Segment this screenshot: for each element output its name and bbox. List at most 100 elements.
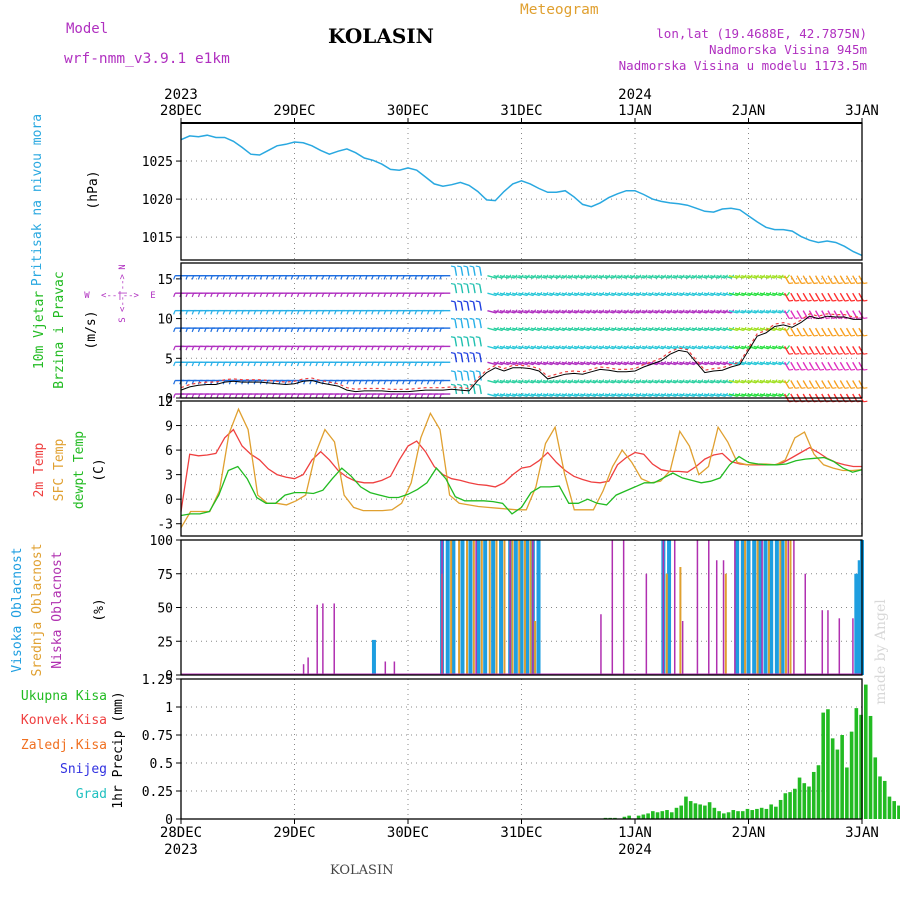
- cloud-low-bar: [673, 540, 676, 675]
- wind-barb: [642, 379, 652, 384]
- wind-barb: [518, 275, 528, 279]
- wind-barb-flag: [457, 300, 462, 303]
- wind-barb: [716, 327, 726, 332]
- precip-bar: [712, 807, 717, 819]
- wind-barb-flag: [222, 292, 226, 298]
- wind-barb: [685, 345, 695, 350]
- precip-bar: [636, 815, 641, 819]
- wind-barb: [654, 345, 664, 350]
- wind-barb-flag: [346, 393, 350, 398]
- wind-barb-flag: [222, 327, 226, 333]
- wind-barb-flag: [327, 327, 331, 333]
- wind-barb-flag: [857, 299, 862, 302]
- wind-barb: [611, 379, 621, 384]
- cloud-high-bar: [499, 540, 504, 675]
- wind-barb-flag: [786, 379, 790, 384]
- wind-barb: [542, 292, 553, 297]
- wind-barb: [722, 393, 732, 398]
- wind-barb: [573, 345, 583, 350]
- wind-barb: [703, 309, 714, 314]
- wind-barb: [623, 361, 633, 366]
- wind-barb: [697, 275, 707, 279]
- cloud-high-bar: [857, 560, 862, 675]
- wind-barb-flag: [433, 327, 436, 333]
- wind-barb: [747, 292, 757, 297]
- wind-barb: [802, 310, 809, 319]
- wind-barb: [821, 380, 827, 389]
- wind-barb-flag: [222, 310, 226, 315]
- wind-barb: [629, 361, 639, 366]
- wind-barb: [728, 327, 738, 332]
- y-tick-label: 50: [157, 602, 173, 617]
- wind-barb-flag: [296, 362, 300, 367]
- y-tick-label: 0: [165, 392, 173, 407]
- wind-barb-flag: [346, 310, 350, 315]
- cloud-high-bar: [735, 540, 740, 675]
- wind-barb: [561, 361, 571, 366]
- wind-barb-flag: [832, 317, 837, 320]
- wind-barb: [530, 345, 540, 350]
- wind-barb: [493, 309, 503, 314]
- wind-barb-flag: [284, 346, 288, 351]
- wind-barb-flag: [844, 368, 849, 371]
- wind-barb-flag: [795, 282, 800, 285]
- wind-barb-flag: [247, 292, 250, 298]
- wind-barb: [611, 327, 621, 332]
- wind-barb: [753, 379, 763, 384]
- wind-barb: [784, 361, 790, 371]
- wind-barb: [802, 275, 809, 284]
- wind-barb: [592, 345, 602, 350]
- wind-barb-flag: [247, 346, 250, 351]
- wind-barb: [617, 379, 627, 384]
- wind-barb: [499, 393, 509, 398]
- wind-barb-flag: [395, 327, 399, 333]
- wind-barb: [858, 327, 865, 337]
- wind-barb: [839, 275, 846, 284]
- wind-barb: [611, 275, 621, 279]
- wind-barb-flag: [228, 362, 232, 367]
- wind-barb: [845, 361, 852, 371]
- wind-barb: [642, 393, 652, 398]
- wind-barb: [728, 393, 738, 398]
- wind-barb-flag: [433, 393, 436, 398]
- wind-barb: [512, 393, 522, 398]
- wind-barb: [716, 379, 726, 384]
- wind-barb: [561, 345, 571, 350]
- y-tick-label: 12: [157, 395, 173, 410]
- wind-barb: [660, 309, 670, 314]
- wind-barb: [472, 371, 476, 381]
- wind-barb-flag: [475, 265, 480, 268]
- wind-barb: [555, 327, 565, 332]
- wind-barb: [635, 327, 645, 332]
- wind-barb-flag: [450, 352, 456, 354]
- wind-barb: [703, 361, 714, 366]
- wind-barb: [487, 292, 497, 297]
- wind-barb: [530, 393, 540, 398]
- wind-barb-flag: [315, 346, 319, 351]
- wind-barb: [741, 275, 751, 279]
- wind-barb-flag: [216, 362, 219, 367]
- wind-barb-flag: [210, 275, 213, 280]
- wind-barb: [710, 361, 720, 366]
- wind-barb-flag: [241, 362, 244, 367]
- wind-barb-flag: [340, 292, 343, 298]
- wind-barb: [524, 345, 534, 350]
- wind-barb-flag: [303, 346, 306, 351]
- wind-barb-flag: [813, 334, 818, 337]
- wind-barb: [555, 361, 565, 366]
- wind-barb: [512, 327, 522, 332]
- wind-barb: [833, 275, 840, 284]
- wind-barb: [611, 361, 621, 366]
- wind-barb-flag: [420, 380, 424, 385]
- wind-barb-flag: [204, 362, 207, 367]
- wind-barb: [567, 327, 577, 332]
- model-elevation: Nadmorska Visina u modelu 1173.5m: [619, 58, 867, 73]
- wind-barb: [654, 327, 664, 332]
- wind-barb: [728, 361, 738, 366]
- wind-barb-flag: [863, 282, 868, 285]
- wind-barb-flag: [327, 362, 331, 367]
- wind-barb: [845, 380, 852, 389]
- wind-barb: [654, 393, 664, 398]
- wind-barb-flag: [204, 327, 207, 333]
- wind-barb: [858, 346, 865, 355]
